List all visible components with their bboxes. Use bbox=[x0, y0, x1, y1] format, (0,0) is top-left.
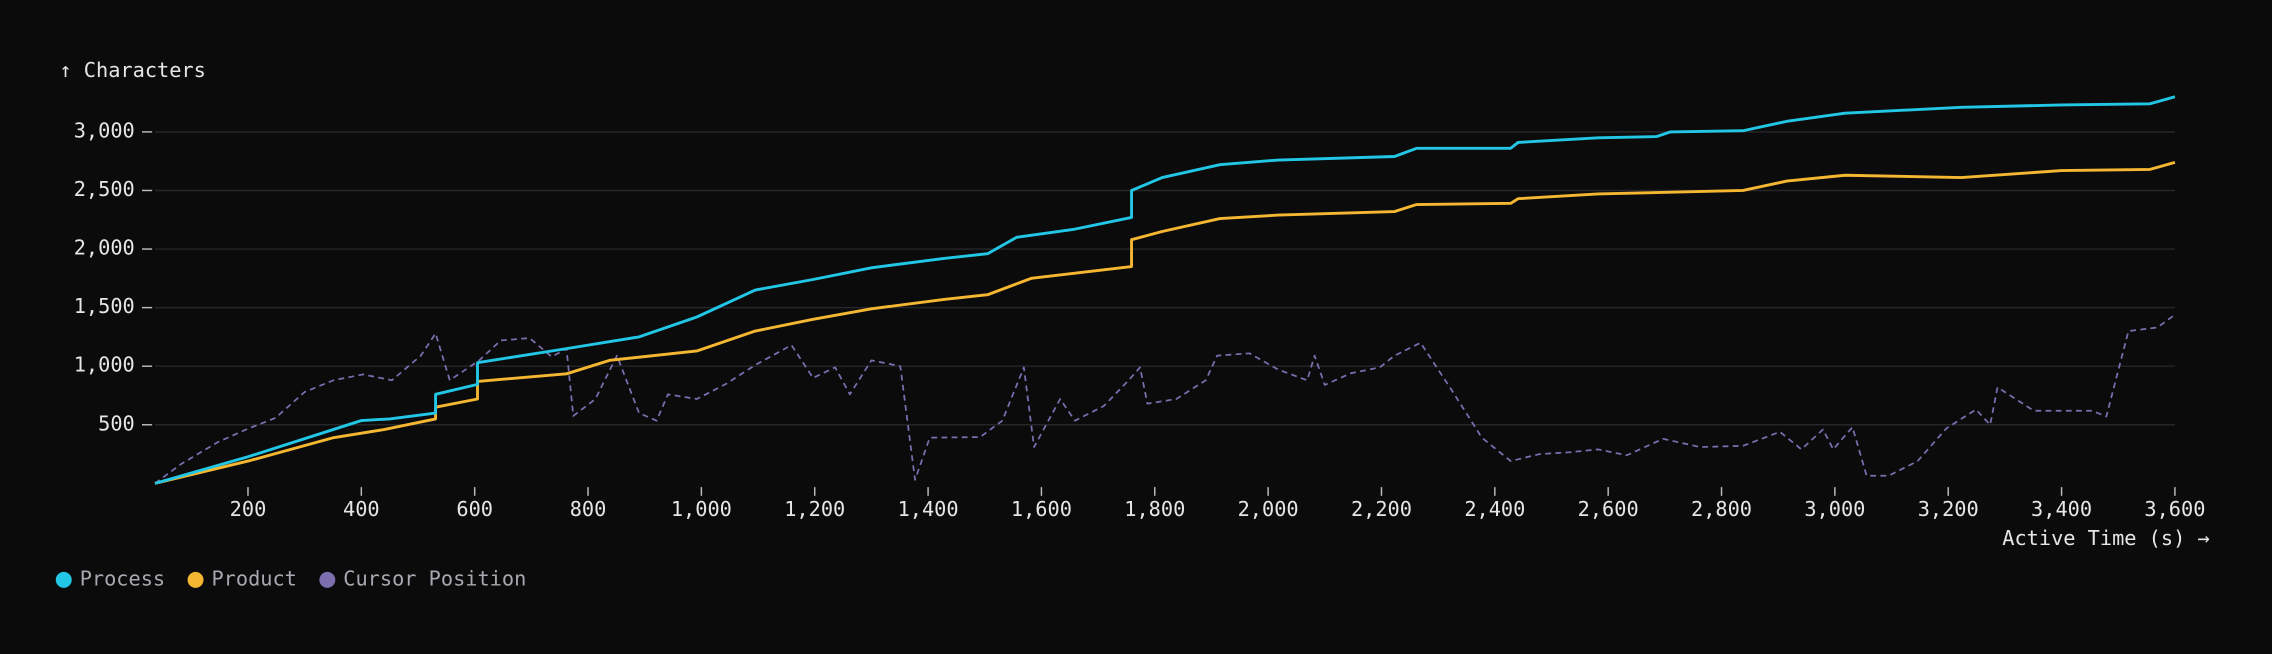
y-tick-label: 3,000 bbox=[74, 118, 135, 142]
x-tick-label: 3,400 bbox=[2031, 497, 2092, 521]
series-line bbox=[154, 160, 2176, 485]
y-tick-label: 500 bbox=[98, 411, 135, 435]
x-tick-label: 2,600 bbox=[1578, 497, 1639, 521]
y-tick-label: 2,500 bbox=[74, 177, 135, 201]
legend-marker bbox=[187, 571, 204, 588]
y-axis-label: ↑ Characters bbox=[59, 58, 205, 82]
legend-marker bbox=[319, 571, 336, 588]
x-tick-label: 3,600 bbox=[2144, 497, 2205, 521]
series-line bbox=[154, 313, 2176, 485]
x-tick-label: 3,000 bbox=[1804, 497, 1865, 521]
x-tick-label: 1,000 bbox=[671, 497, 732, 521]
x-tick-label: 1,200 bbox=[784, 497, 845, 521]
x-tick-label: 1,400 bbox=[898, 497, 959, 521]
x-tick-label: 200 bbox=[230, 497, 267, 521]
x-tick-label: 2,400 bbox=[1464, 497, 1525, 521]
x-axis-label: Active Time (s) → bbox=[2002, 526, 2209, 550]
y-tick-label: 1,500 bbox=[74, 294, 135, 318]
y-tick-label: 1,000 bbox=[74, 353, 135, 377]
y-tick-label: 2,000 bbox=[74, 236, 135, 260]
x-tick-label: 400 bbox=[343, 497, 380, 521]
series-line bbox=[154, 95, 2176, 485]
x-tick-label: 600 bbox=[456, 497, 493, 521]
x-tick-label: 800 bbox=[570, 497, 607, 521]
legend-label: Cursor Position bbox=[343, 566, 526, 590]
x-tick-label: 3,200 bbox=[1918, 497, 1979, 521]
legend-marker bbox=[55, 571, 72, 588]
x-tick-label: 2,200 bbox=[1351, 497, 1412, 521]
legend-label: Process bbox=[80, 566, 165, 590]
x-tick-label: 2,000 bbox=[1238, 497, 1299, 521]
x-tick-label: 1,600 bbox=[1011, 497, 1072, 521]
x-tick-label: 2,800 bbox=[1691, 497, 1752, 521]
x-tick-label: 1,800 bbox=[1124, 497, 1185, 521]
legend-label: Product bbox=[211, 566, 296, 590]
